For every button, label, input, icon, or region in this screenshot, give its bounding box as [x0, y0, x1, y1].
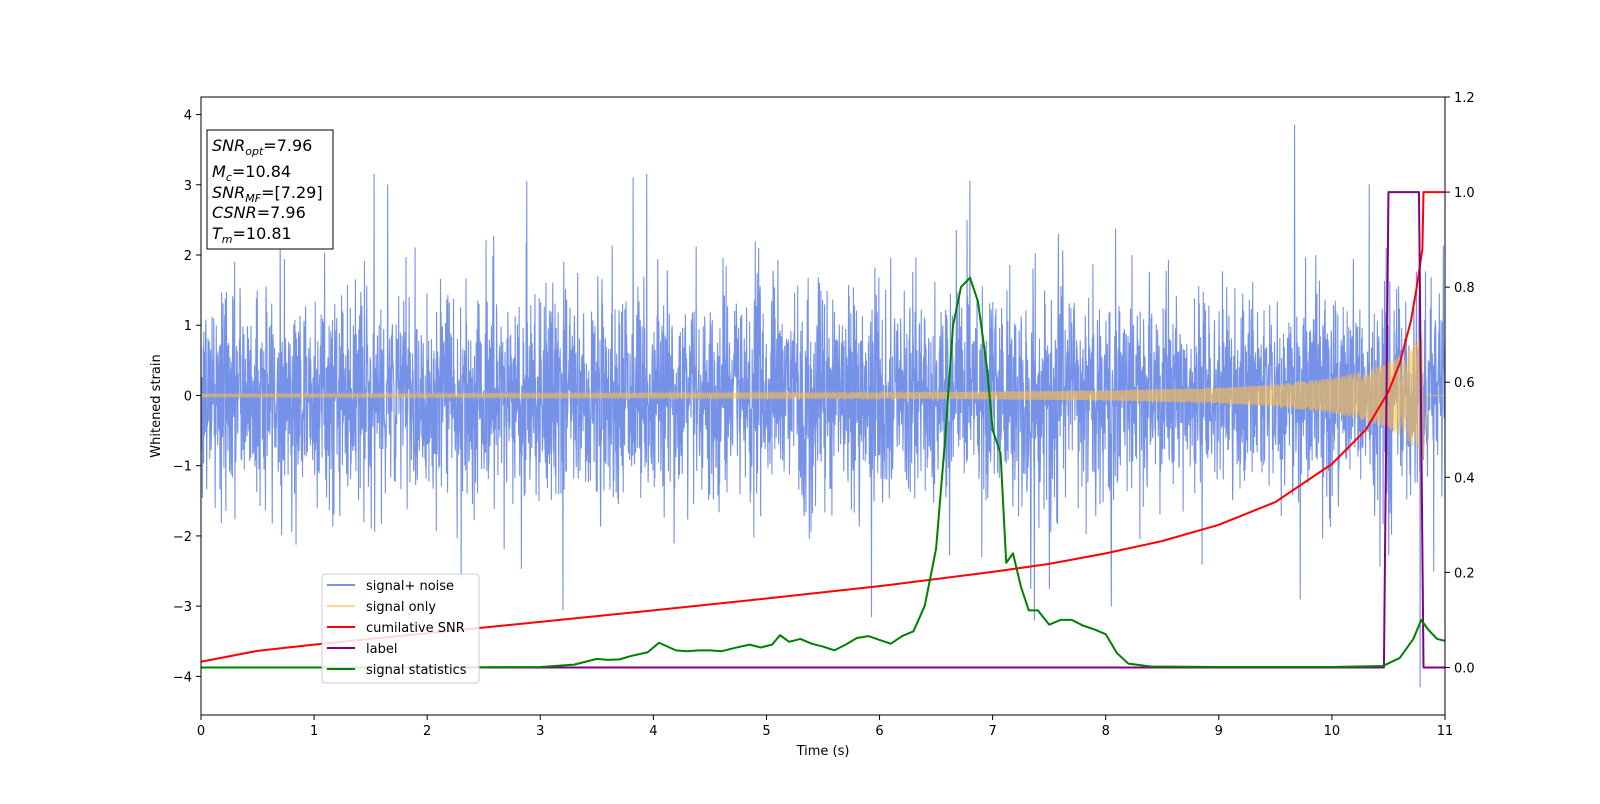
annotation-line: SNRMF=[7.29] — [212, 183, 323, 205]
y-right-tick-label: 1.2 — [1454, 91, 1475, 106]
series-cumilative-snr-line — [200, 191, 1445, 663]
x-tick-label: 10 — [1324, 724, 1341, 739]
y-tick-label: 4 — [184, 109, 192, 124]
series-signal-statistics-line — [201, 276, 1446, 669]
x-tick-label: 4 — [649, 724, 657, 739]
y-tick-label: 3 — [184, 179, 192, 194]
annotation-line: SNRopt=7.96 — [212, 136, 312, 158]
x-tick-label: 9 — [1215, 724, 1223, 739]
y-tick-label: 1 — [184, 319, 192, 334]
ticks-layer: 0 1 2 3 4 5 6 7 8 9 10 11 −4 −3 −2 −1 0 1 2 3 4 0.0 0.2 0.4 0.6 0… — [173, 91, 1475, 739]
legend-label: signal+ noise — [366, 579, 454, 594]
series-layer — [200, 124, 1446, 688]
y-right-tick-label: 1.0 — [1454, 186, 1475, 201]
y-tick-label: −3 — [173, 600, 192, 615]
series-signal-only-line — [200, 334, 1445, 459]
x-tick-label: 8 — [1102, 724, 1110, 739]
x-tick-label: 3 — [536, 724, 544, 739]
y-axis-label: Whitened strain — [149, 354, 164, 457]
annotation-line: Mc=10.84 — [212, 162, 291, 184]
legend-label: label — [366, 642, 397, 657]
y-tick-label: −4 — [173, 670, 192, 685]
y-tick-label: 2 — [184, 249, 192, 264]
y-tick-label: −1 — [173, 460, 192, 475]
x-tick-label: 5 — [762, 724, 770, 739]
y-tick-label: −2 — [173, 530, 192, 545]
x-tick-label: 0 — [197, 724, 205, 739]
legend: signal+ noise signal only cumilative SNR la… — [321, 573, 480, 684]
legend-label: signal only — [366, 600, 436, 615]
legend-frame — [321, 573, 480, 684]
y-right-tick-label: 0.0 — [1454, 661, 1475, 676]
series-signal-noise-line — [200, 124, 1446, 688]
annotation-frame — [206, 129, 334, 250]
annotation-line: Tm=10.81 — [212, 224, 292, 246]
annotation-line: CSNR=7.96 — [212, 203, 306, 222]
y-tick-label: 0 — [184, 389, 192, 404]
annotation-box: SNRopt=7.96 Mc=10.84SNRMF=[7.29]CSNR=7.96… — [206, 129, 334, 250]
x-tick-label: 11 — [1437, 724, 1454, 739]
y-right-tick-label: 0.2 — [1454, 566, 1475, 581]
x-tick-label: 6 — [875, 724, 883, 739]
y-right-tick-label: 0.4 — [1454, 471, 1475, 486]
x-axis-label: Time (s) — [796, 744, 850, 759]
legend-label: signal statistics — [366, 663, 467, 678]
y-right-tick-label: 0.6 — [1454, 376, 1475, 391]
x-tick-label: 1 — [310, 724, 318, 739]
x-tick-label: 7 — [988, 724, 996, 739]
y-right-tick-label: 0.8 — [1454, 281, 1475, 296]
plot-frame — [200, 96, 1446, 716]
x-tick-label: 2 — [423, 724, 431, 739]
legend-label: cumilative SNR — [366, 621, 465, 636]
